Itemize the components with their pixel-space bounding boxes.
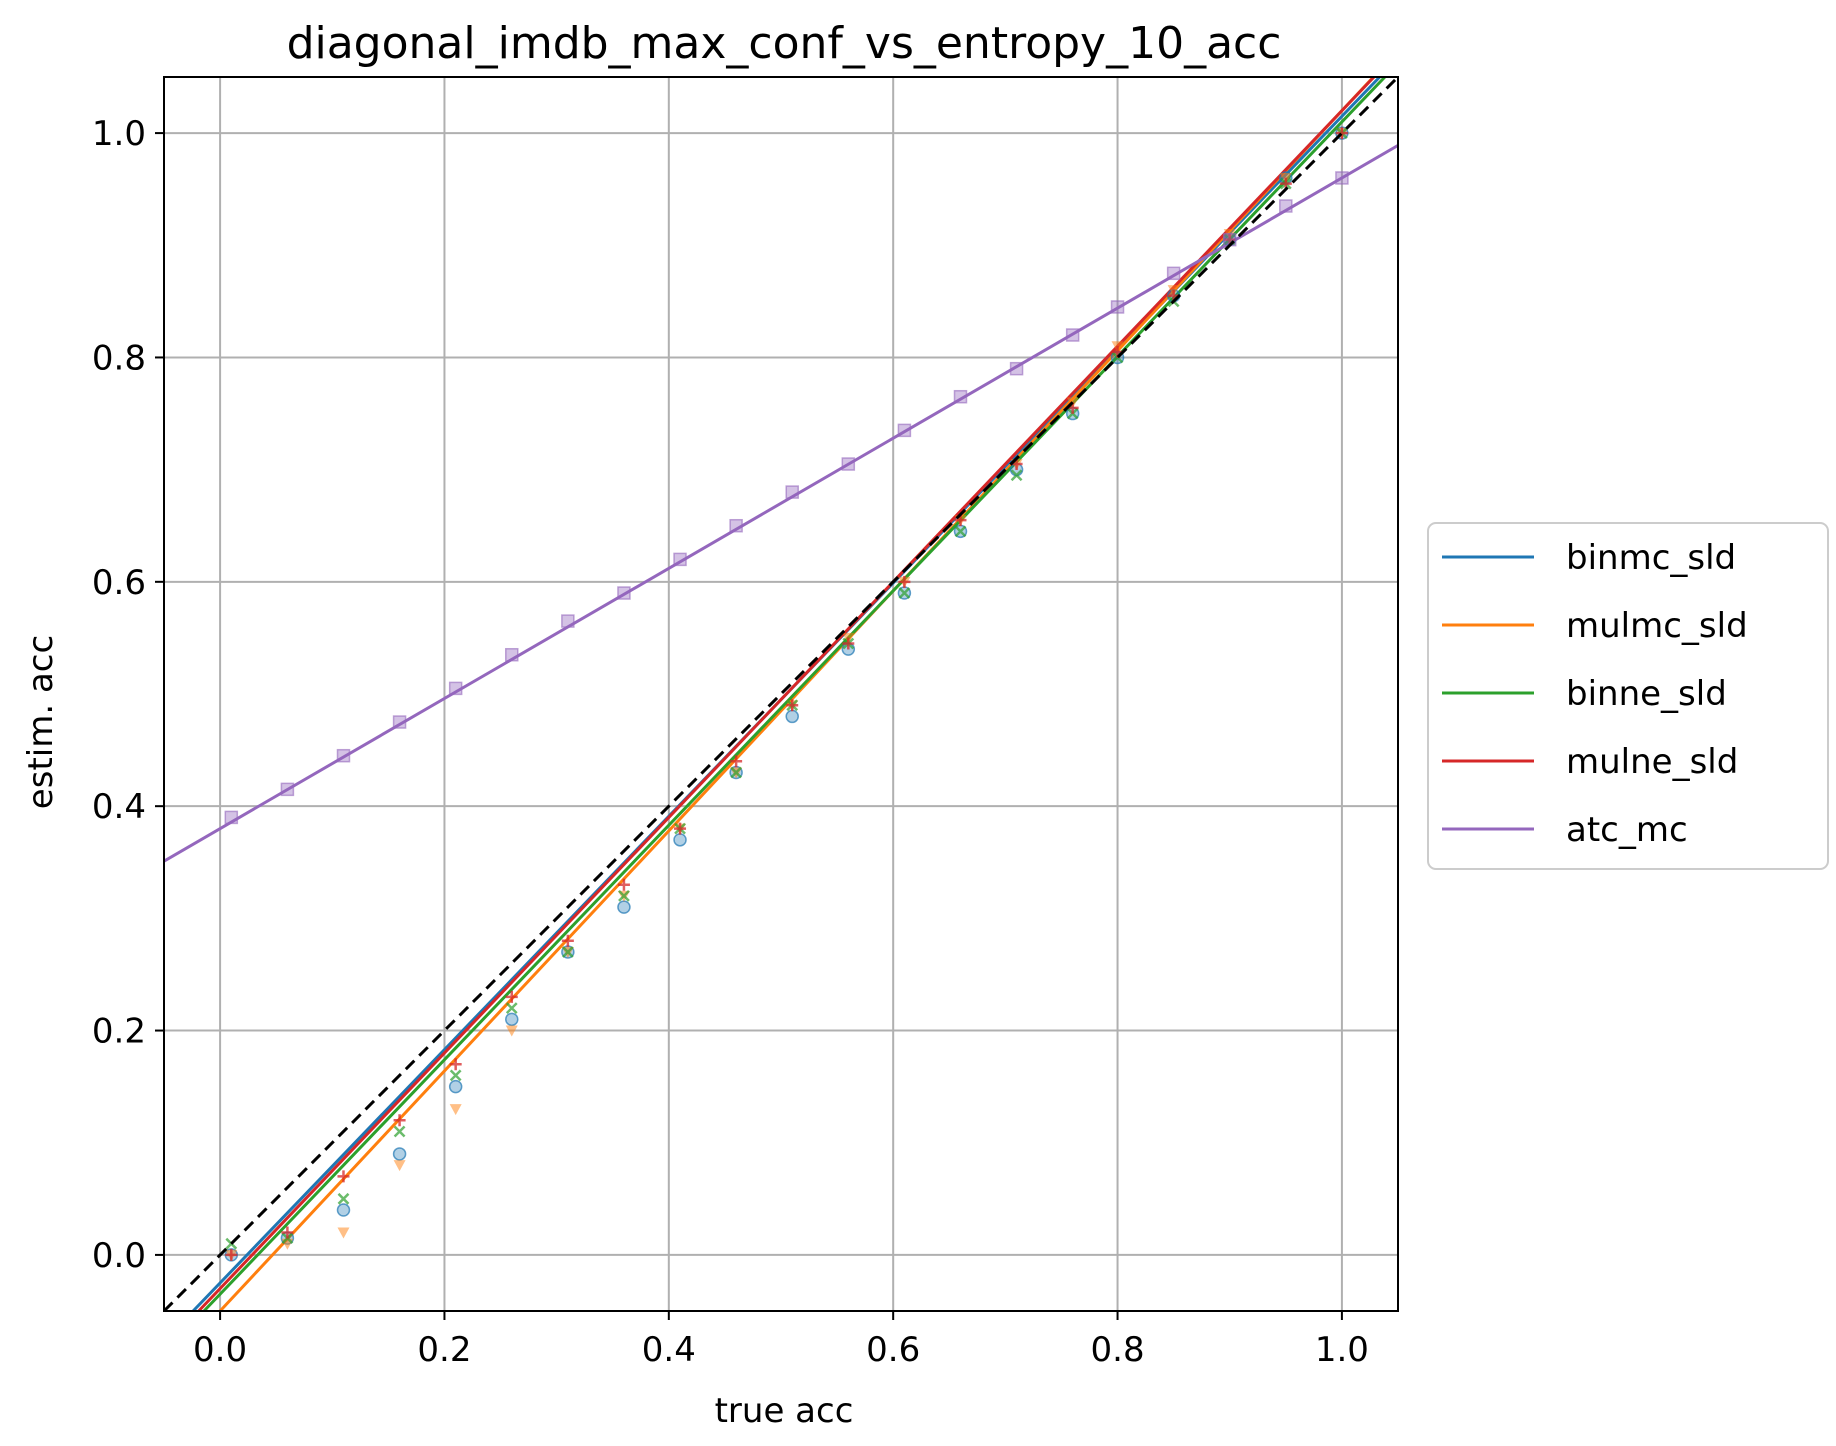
data-points xyxy=(224,126,1349,1262)
y-tick-label: 0.4 xyxy=(92,787,146,827)
x-tick-label: 0.8 xyxy=(1091,1330,1145,1370)
fit-line-mulmc_sld xyxy=(218,75,1375,1313)
legend-label-mulmc_sld: mulmc_sld xyxy=(1566,606,1748,646)
point-binne_sld xyxy=(505,1002,518,1014)
point-atc_mc xyxy=(1009,361,1024,376)
point-atc_mc xyxy=(224,810,239,825)
point-mulmc_sld xyxy=(505,1025,518,1037)
point-binne_sld xyxy=(393,1125,406,1138)
point-mulne_sld xyxy=(842,637,855,650)
legend-box xyxy=(1427,522,1829,870)
point-binne_sld xyxy=(618,890,630,902)
point-atc_mc xyxy=(392,715,407,729)
x-tick-label: 1.0 xyxy=(1315,1330,1369,1370)
axis-ticks: 0.0 0.2 0.4 0.6 0.8 1.0 0.0 0.2 0.4 0.6 0.8 1.0 xyxy=(92,114,1369,1370)
fit-line-atc_mc xyxy=(163,144,1399,863)
point-atc_mc xyxy=(1279,199,1293,213)
plot-frame xyxy=(163,76,1399,1312)
point-mulne_sld xyxy=(505,990,518,1003)
y-tick-label: 0.8 xyxy=(92,338,146,378)
point-mulne_sld xyxy=(786,699,799,712)
fit-line-binne_sld xyxy=(202,75,1386,1313)
point-atc_mc xyxy=(673,552,687,567)
point-binmc_sld xyxy=(392,1147,407,1161)
point-atc_mc xyxy=(505,647,519,662)
point-atc_mc xyxy=(729,518,743,533)
point-binmc_sld xyxy=(505,1012,519,1027)
point-atc_mc xyxy=(785,485,799,499)
point-mulne_sld xyxy=(561,934,574,947)
point-atc_mc xyxy=(1065,328,1080,342)
legend-label-atc_mc: atc_mc xyxy=(1566,810,1688,850)
grid xyxy=(164,77,1398,1311)
y-axis-label: estim. acc xyxy=(21,635,61,809)
point-mulne_sld xyxy=(674,822,687,835)
point-atc_mc xyxy=(953,389,968,404)
point-atc_mc xyxy=(1110,300,1125,314)
point-mulne_sld xyxy=(898,575,911,588)
point-binmc_sld xyxy=(673,833,687,847)
point-binne_sld xyxy=(1010,469,1023,482)
x-tick-label: 0.0 xyxy=(193,1330,247,1370)
point-binne_sld xyxy=(954,525,967,538)
legend-label-mulne_sld: mulne_sld xyxy=(1566,742,1738,782)
point-mulne_sld xyxy=(225,1248,238,1261)
point-atc_mc xyxy=(280,782,295,797)
point-mulmc_sld xyxy=(337,1227,350,1239)
y-tick-label: 0.0 xyxy=(92,1236,146,1276)
point-binmc_sld xyxy=(785,709,799,724)
x-tick-label: 0.2 xyxy=(417,1330,471,1370)
point-mulmc_sld xyxy=(449,1104,462,1116)
x-tick-label: 0.4 xyxy=(642,1330,696,1370)
point-binmc_sld xyxy=(448,1079,463,1094)
y-tick-label: 0.2 xyxy=(92,1012,146,1052)
point-binne_sld xyxy=(898,587,911,599)
fit-lines xyxy=(163,75,1399,1313)
x-axis-label: true acc xyxy=(715,1391,854,1431)
point-mulmc_sld xyxy=(393,1160,406,1172)
point-mulne_sld xyxy=(1335,127,1348,140)
chart-title: diagonal_imdb_max_conf_vs_entropy_10_acc xyxy=(287,18,1282,69)
point-mulne_sld xyxy=(730,755,743,768)
point-binne_sld xyxy=(449,1069,462,1082)
point-atc_mc xyxy=(897,423,912,438)
point-binne_sld xyxy=(561,946,574,958)
point-atc_mc xyxy=(617,586,631,600)
point-mulne_sld xyxy=(449,1058,462,1071)
point-atc_mc xyxy=(1166,266,1181,281)
fit-line-mulne_sld xyxy=(197,75,1376,1313)
point-binmc_sld xyxy=(617,900,631,914)
reference-diagonal-line xyxy=(162,75,1400,1313)
point-binne_sld xyxy=(337,1192,350,1205)
y-tick-label: 1.0 xyxy=(92,114,146,154)
point-atc_mc xyxy=(336,748,351,763)
point-mulne_sld xyxy=(281,1226,294,1239)
legend-label-binne_sld: binne_sld xyxy=(1566,674,1727,714)
point-mulne_sld xyxy=(617,878,630,891)
point-atc_mc xyxy=(1335,171,1349,185)
point-mulne_sld xyxy=(337,1170,350,1183)
legend: binmc_sld mulmc_sld binne_sld mulne_sld atc_… xyxy=(1427,522,1829,870)
point-mulne_sld xyxy=(393,1114,406,1127)
y-tick-label: 0.6 xyxy=(92,563,146,603)
point-binmc_sld xyxy=(336,1203,351,1217)
x-tick-label: 0.6 xyxy=(866,1330,920,1370)
point-binne_sld xyxy=(730,766,743,779)
point-atc_mc xyxy=(561,614,575,628)
point-atc_mc xyxy=(448,681,463,696)
point-atc_mc xyxy=(841,457,856,471)
legend-label-binmc_sld: binmc_sld xyxy=(1566,538,1736,578)
